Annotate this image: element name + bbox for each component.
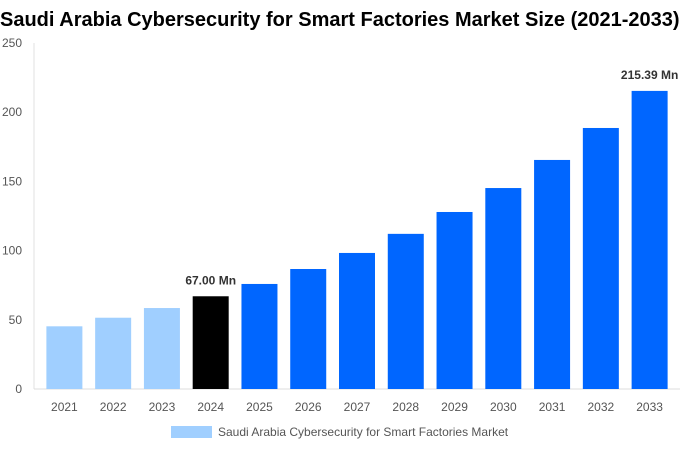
y-tick-label: 100 <box>2 244 22 258</box>
bar-2028 <box>387 233 424 389</box>
chart-title: Saudi Arabia Cybersecurity for Smart Fac… <box>0 9 680 31</box>
bar-2022 <box>95 317 132 389</box>
bar-2031 <box>534 159 571 389</box>
x-tick-label: 2030 <box>490 400 517 414</box>
data-label-2024: 67.00 Mn <box>185 273 236 287</box>
y-tick-label: 150 <box>2 174 22 188</box>
bar-2030 <box>485 188 522 389</box>
bar-2024 <box>192 296 229 389</box>
bar-2021 <box>46 326 83 389</box>
x-tick-label: 2021 <box>51 400 78 414</box>
legend-swatch <box>171 426 212 438</box>
x-tick-label: 2029 <box>441 400 468 414</box>
x-tick-label: 2033 <box>636 400 663 414</box>
bar-2032 <box>582 127 619 389</box>
x-tick-label: 2024 <box>197 400 224 414</box>
y-tick-label: 50 <box>9 313 23 327</box>
x-tick-label: 2023 <box>149 400 176 414</box>
data-label-2033: 215.39 Mn <box>621 68 678 82</box>
bar-2033 <box>631 90 668 389</box>
bar-2025 <box>241 283 278 389</box>
legend-label: Saudi Arabia Cybersecurity for Smart Fac… <box>218 425 509 439</box>
y-tick-label: 0 <box>15 382 22 396</box>
bar-2023 <box>143 308 180 389</box>
x-tick-label: 2026 <box>295 400 322 414</box>
bar-2027 <box>339 252 375 389</box>
x-tick-label: 2031 <box>539 400 566 414</box>
x-tick-label: 2028 <box>392 400 419 414</box>
legend[interactable]: Saudi Arabia Cybersecurity for Smart Fac… <box>171 425 508 439</box>
bar-2029 <box>436 211 473 389</box>
y-tick-label: 200 <box>2 105 22 119</box>
x-tick-label: 2025 <box>246 400 273 414</box>
y-tick-label: 250 <box>2 36 22 50</box>
bar-2026 <box>290 269 327 389</box>
x-tick-label: 2032 <box>587 400 614 414</box>
x-tick-label: 2022 <box>100 400 127 414</box>
x-tick-label: 2027 <box>344 400 371 414</box>
